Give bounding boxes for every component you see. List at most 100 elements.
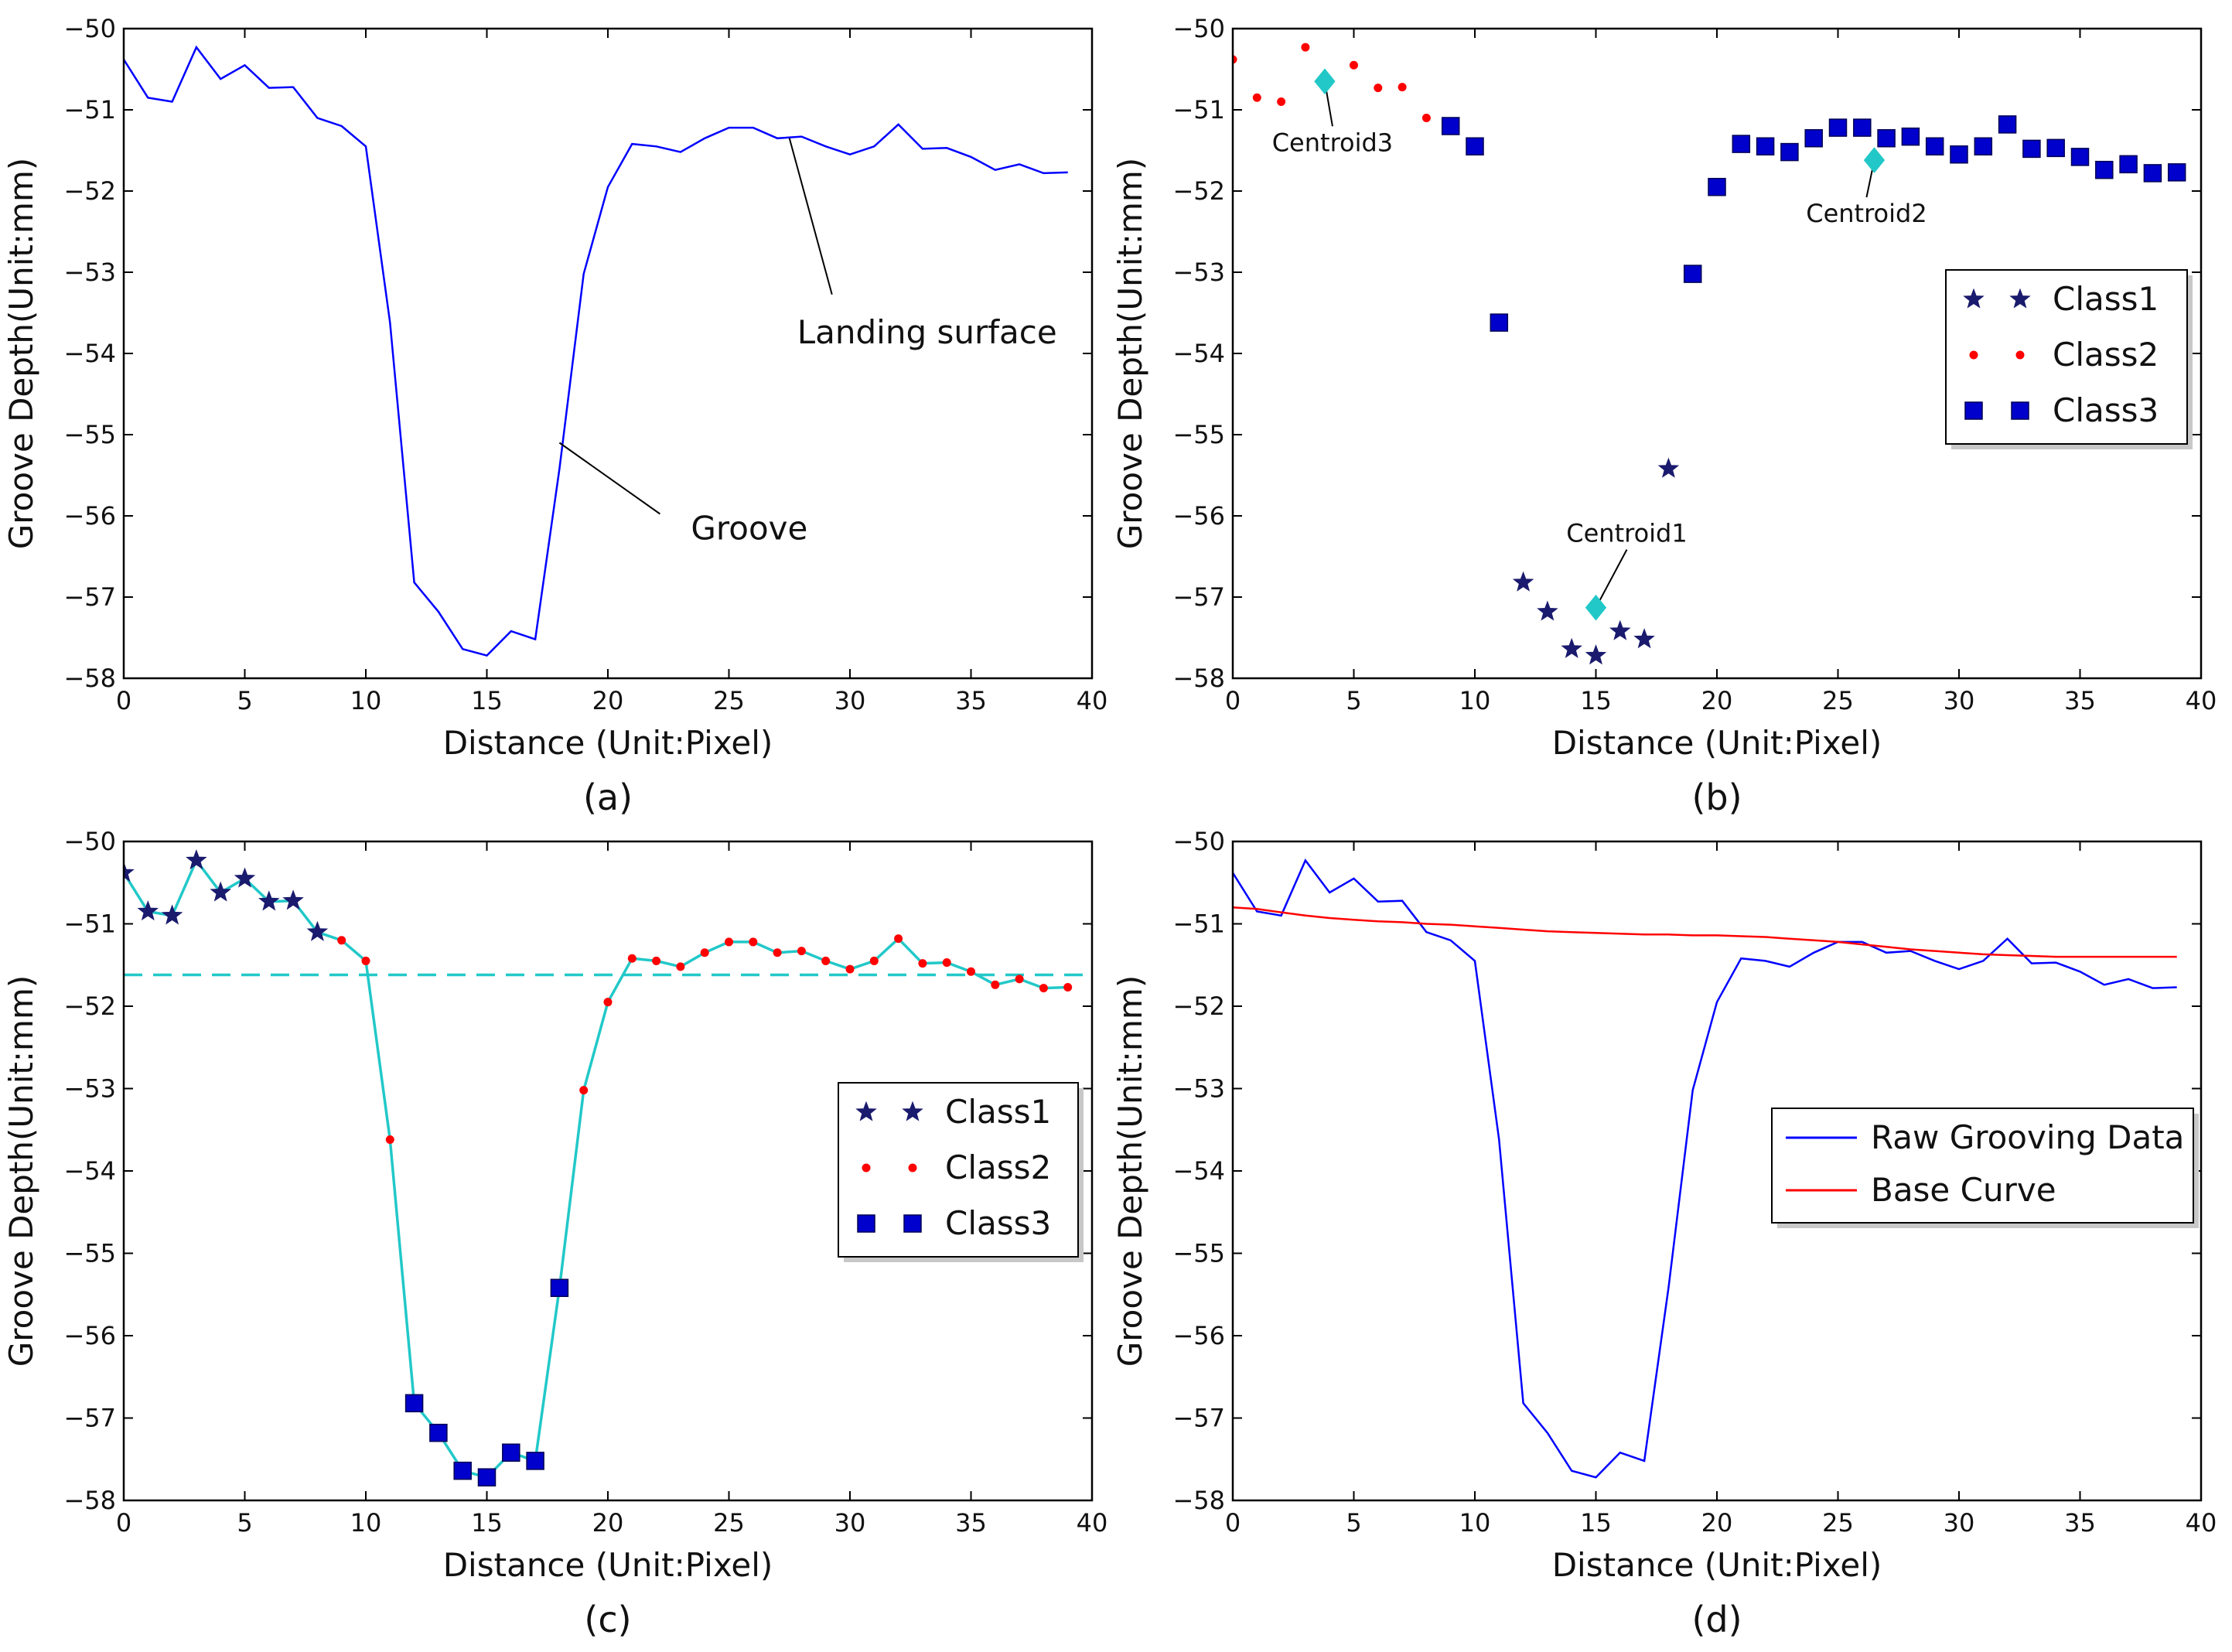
point-class2: [1421, 114, 1431, 122]
y-tick-label: −53: [63, 1074, 116, 1104]
series-line-base-curve: [1233, 906, 2177, 958]
point-class2: [676, 962, 685, 971]
y-tick-label: −54: [63, 1156, 116, 1186]
y-tick-label: −55: [63, 1239, 116, 1268]
point-class2: [797, 947, 806, 956]
legend-label: Raw Grooving Data: [1871, 1118, 2184, 1156]
point-class2: [579, 1086, 589, 1095]
x-tick-label: 5: [1346, 686, 1361, 715]
point-class1: [1537, 600, 1558, 621]
panel-c: 0 5 10 15 20 25 30 35 40 −50 −51 −52 −53 −54 −55 −56 −57…: [2, 827, 1107, 1640]
annotation-leader: [788, 138, 833, 295]
point-class3: [1853, 118, 1872, 137]
centroid-marker: [1863, 147, 1886, 173]
y-tick-label: −57: [1172, 582, 1225, 612]
y-tick-label: −53: [1172, 1074, 1225, 1104]
point-class3: [2167, 163, 2186, 182]
point-class1: [186, 849, 207, 870]
y-tick-label: −50: [63, 827, 116, 856]
legend-swatch: [2009, 288, 2031, 309]
point-class2: [1398, 83, 1407, 92]
y-axis-label: Groove Depth(Unit:mm): [1111, 158, 1149, 550]
y-tick-label: −58: [63, 1486, 116, 1515]
x-tick-label: 10: [1459, 1508, 1491, 1538]
legend-frame: [1945, 269, 2188, 445]
y-tick-label: −56: [63, 501, 116, 531]
panel-d: 0 5 10 15 20 25 30 35 40 −50 −51 −52 −53 −54 −55 −56 −57…: [1111, 827, 2217, 1640]
x-tick-label: 0: [1225, 686, 1241, 715]
y-tick-label: −58: [1172, 664, 1225, 693]
point-class3: [1804, 129, 1823, 148]
x-tick-label: 5: [1346, 1508, 1361, 1538]
point-class3: [1998, 115, 2017, 134]
legend-swatch: [1969, 350, 1978, 360]
x-tick-label: 40: [2186, 686, 2217, 715]
profile-line: [124, 858, 1068, 1480]
x-tick-label: 15: [471, 686, 503, 715]
panel-label: (a): [583, 777, 633, 818]
panel-label: (c): [584, 1599, 631, 1640]
y-tick-label: −55: [1172, 1239, 1225, 1268]
legend-label: Class3: [945, 1204, 1051, 1242]
point-class2: [845, 964, 855, 974]
x-tick-label: 30: [1944, 1508, 1975, 1538]
point-class3: [1901, 127, 1920, 146]
point-class1: [306, 920, 329, 941]
point-class2: [603, 998, 613, 1007]
centroid-label: Centroid2: [1806, 199, 1927, 228]
y-tick-label: −50: [1172, 14, 1225, 43]
series-line-raw-grooving-data: [1233, 858, 2177, 1479]
y-tick-label: −54: [1172, 339, 1225, 368]
legend-frame: [1771, 1108, 2194, 1224]
point-class2: [385, 1135, 394, 1145]
x-axis-label: Distance (Unit:Pixel): [443, 1546, 773, 1584]
legend-swatch: [902, 1101, 923, 1121]
y-tick-label: −57: [63, 582, 116, 612]
y-tick-label: −54: [63, 339, 116, 368]
y-tick-label: −55: [1172, 420, 1225, 449]
point-class1: [1512, 571, 1534, 592]
point-class3: [2095, 160, 2114, 179]
y-tick-label: −53: [1172, 258, 1225, 287]
plot-area: [1233, 43, 2186, 665]
legend-label: Class1: [2053, 280, 2159, 318]
x-tick-label: 40: [1077, 686, 1108, 715]
point-class2: [749, 937, 758, 947]
y-tick-label: −50: [63, 14, 116, 43]
point-class1: [1561, 637, 1582, 658]
annotation-label: Groove: [691, 510, 807, 548]
y-tick-label: −51: [1172, 910, 1225, 939]
x-tick-label: 40: [2186, 1508, 2217, 1538]
x-tick-label: 30: [834, 686, 866, 715]
point-class3: [1828, 118, 1848, 137]
point-class3: [502, 1443, 520, 1462]
point-class2: [627, 954, 636, 963]
y-tick-label: −57: [1172, 1404, 1225, 1433]
x-tick-label: 20: [592, 686, 624, 715]
point-class3: [1756, 137, 1775, 155]
point-class1: [210, 881, 231, 902]
point-class3: [1950, 145, 1968, 164]
y-axis-label: Groove Depth(Unit:mm): [2, 158, 40, 550]
y-tick-label: −52: [63, 992, 116, 1021]
y-tick-label: −50: [1172, 827, 1225, 856]
point-class3: [1490, 313, 1509, 332]
point-class3: [1925, 137, 1944, 155]
legend-label: Base Curve: [1871, 1171, 2056, 1209]
point-class2: [967, 967, 975, 976]
legend-label: Class2: [2053, 336, 2159, 374]
legend: Class1 Class2 Class3: [838, 1082, 1084, 1262]
point-class3: [429, 1423, 448, 1442]
y-tick-label: −52: [1172, 176, 1225, 206]
point-class3: [2143, 164, 2162, 183]
x-tick-label: 10: [1459, 686, 1491, 715]
legend-swatch: [1964, 401, 1983, 420]
x-tick-label: 40: [1077, 1508, 1108, 1538]
point-class3: [2046, 138, 2065, 158]
point-class1: [258, 890, 280, 911]
point-class1: [1609, 620, 1631, 640]
point-class1: [137, 900, 159, 921]
point-class2: [1277, 97, 1286, 106]
legend-swatch: [903, 1214, 922, 1233]
